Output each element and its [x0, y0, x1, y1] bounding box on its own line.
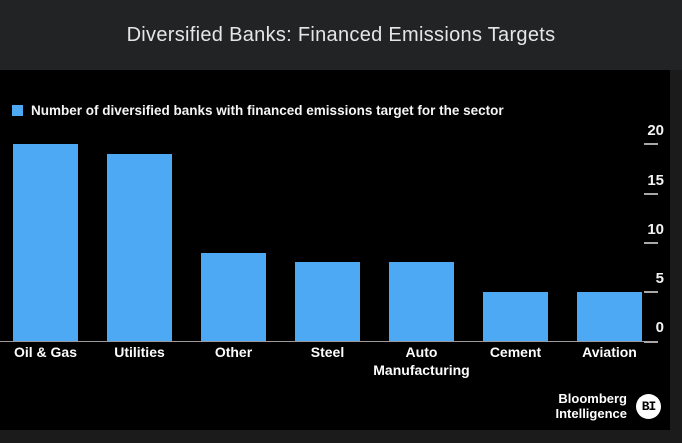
legend-label: Number of diversified banks with finance… — [31, 102, 504, 118]
chart-legend: Number of diversified banks with finance… — [12, 102, 504, 118]
chart-title-bar: Diversified Banks: Financed Emissions Ta… — [0, 0, 682, 70]
bar-auto-manufacturing — [389, 262, 454, 341]
y-axis-tick — [644, 241, 658, 244]
x-axis-line — [0, 341, 652, 342]
brand-line-2: Intelligence — [555, 405, 627, 421]
bar-oil-gas — [13, 144, 78, 341]
bar-cement — [483, 291, 548, 341]
bar-utilities — [107, 154, 172, 341]
brand-footer: Bloomberg Intelligence BI — [555, 391, 661, 421]
x-axis-label: Aviation — [582, 344, 637, 360]
brand-line-1: Bloomberg — [558, 391, 627, 406]
chart-panel: 0 5 10 15 20 Oil & Gas Utilities Other Steel Auto… — [0, 70, 670, 430]
bar-aviation — [577, 291, 642, 341]
bloomberg-intelligence-logo-icon: BI — [636, 394, 661, 420]
x-axis-label: Oil & Gas — [13, 344, 78, 360]
y-axis-tick-label: 5 — [655, 269, 664, 287]
x-axis-label: Steel — [310, 344, 345, 360]
y-axis-tick — [644, 192, 658, 195]
y-axis-tick-label: 20 — [647, 122, 664, 140]
plot-area: 0 5 10 15 20 Oil & Gas Utilities Other Steel Auto… — [0, 70, 670, 430]
y-axis-tick-label: 15 — [647, 171, 664, 189]
bar-other — [201, 252, 266, 341]
y-axis-tick — [644, 290, 658, 293]
legend-swatch-icon — [12, 104, 23, 116]
y-axis-tick — [644, 143, 658, 146]
brand-text: Bloomberg Intelligence — [555, 391, 627, 421]
y-axis-tick-label: 10 — [647, 220, 664, 238]
bar-steel — [295, 262, 360, 341]
y-axis-tick-label: 0 — [655, 319, 664, 336]
chart-title: Diversified Banks: Financed Emissions Ta… — [126, 23, 556, 46]
x-axis-label: Auto Manufacturing — [373, 344, 470, 378]
x-axis-label: Utilities — [114, 344, 165, 360]
x-axis-label: Other — [214, 344, 253, 360]
x-axis-label: Cement — [489, 344, 542, 360]
y-axis-tick — [644, 341, 658, 343]
